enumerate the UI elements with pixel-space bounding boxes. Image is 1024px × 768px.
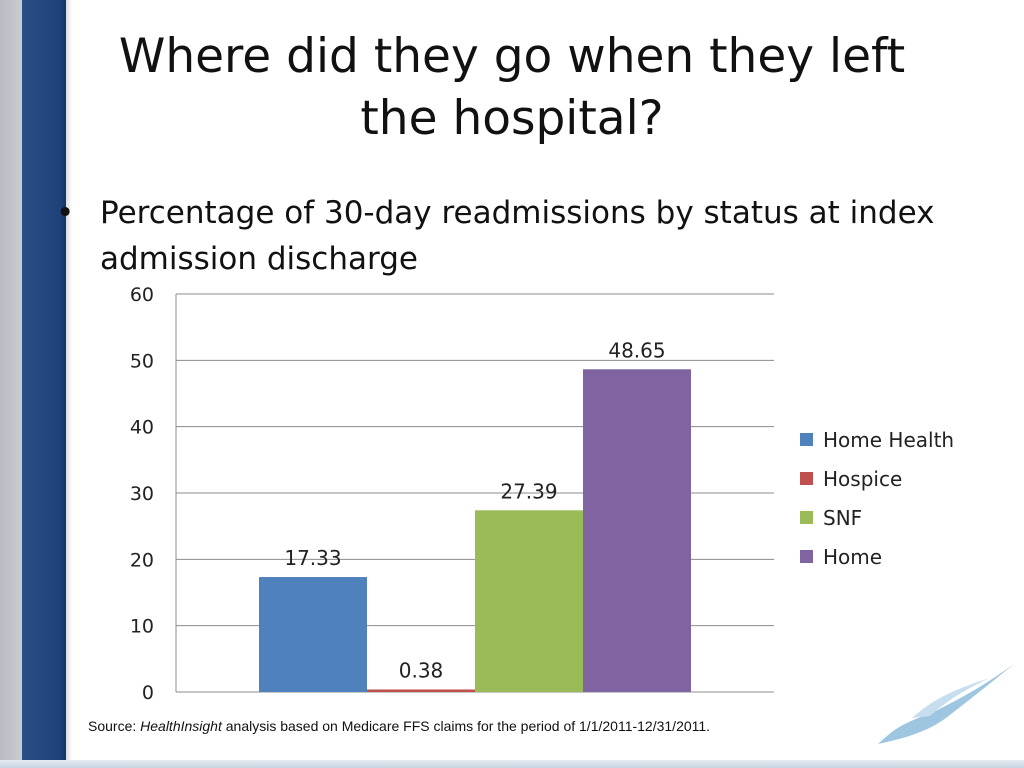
bar	[367, 689, 475, 692]
bullet-text: Percentage of 30-day readmissions by sta…	[100, 195, 935, 277]
legend-swatch	[800, 433, 813, 446]
y-tick-label: 10	[130, 616, 154, 638]
source-rest: analysis based on Medicare FFS claims fo…	[221, 718, 711, 734]
source-note: Source: HealthInsight analysis based on …	[88, 718, 710, 734]
data-label: 27.39	[500, 479, 557, 503]
legend-label: SNF	[823, 505, 863, 530]
data-label: 48.65	[608, 338, 665, 362]
y-tick-label: 60	[130, 284, 154, 306]
bottom-decor-band	[0, 760, 1024, 768]
y-tick-label: 0	[142, 682, 154, 704]
legend-swatch	[800, 472, 813, 485]
bar	[475, 510, 583, 692]
legend-item: Hospice	[800, 459, 954, 498]
y-tick-label: 30	[130, 483, 154, 505]
y-tick-label: 40	[130, 417, 154, 439]
legend-item: SNF	[800, 498, 954, 537]
legend-swatch	[800, 511, 813, 524]
side-decor-gap	[66, 0, 72, 768]
data-label: 17.33	[284, 546, 341, 570]
legend-label: Home	[823, 544, 883, 569]
bird-logo-icon	[878, 664, 1014, 744]
legend-item: Home Health	[800, 420, 954, 459]
legend-swatch	[800, 550, 813, 563]
slide-title: Where did they go when they left the hos…	[118, 29, 906, 146]
bullet-dot-icon: •	[56, 195, 75, 231]
legend-item: Home	[800, 537, 954, 576]
y-tick-label: 20	[130, 549, 154, 571]
bar-chart: 0 10 20 30 40 50 60 17.33 0.38 27.39 48.65	[130, 284, 774, 704]
data-label: 0.38	[399, 658, 444, 682]
source-prefix: Source:	[88, 718, 141, 734]
bar	[583, 369, 691, 692]
bar	[259, 577, 367, 692]
y-tick-label: 50	[130, 350, 154, 372]
legend-label: Hospice	[823, 466, 903, 491]
chart-legend: Home Health Hospice SNF Home	[800, 420, 954, 576]
source-org: HealthInsight	[140, 718, 222, 734]
side-decor-band	[0, 0, 72, 768]
legend-label: Home Health	[823, 427, 955, 452]
